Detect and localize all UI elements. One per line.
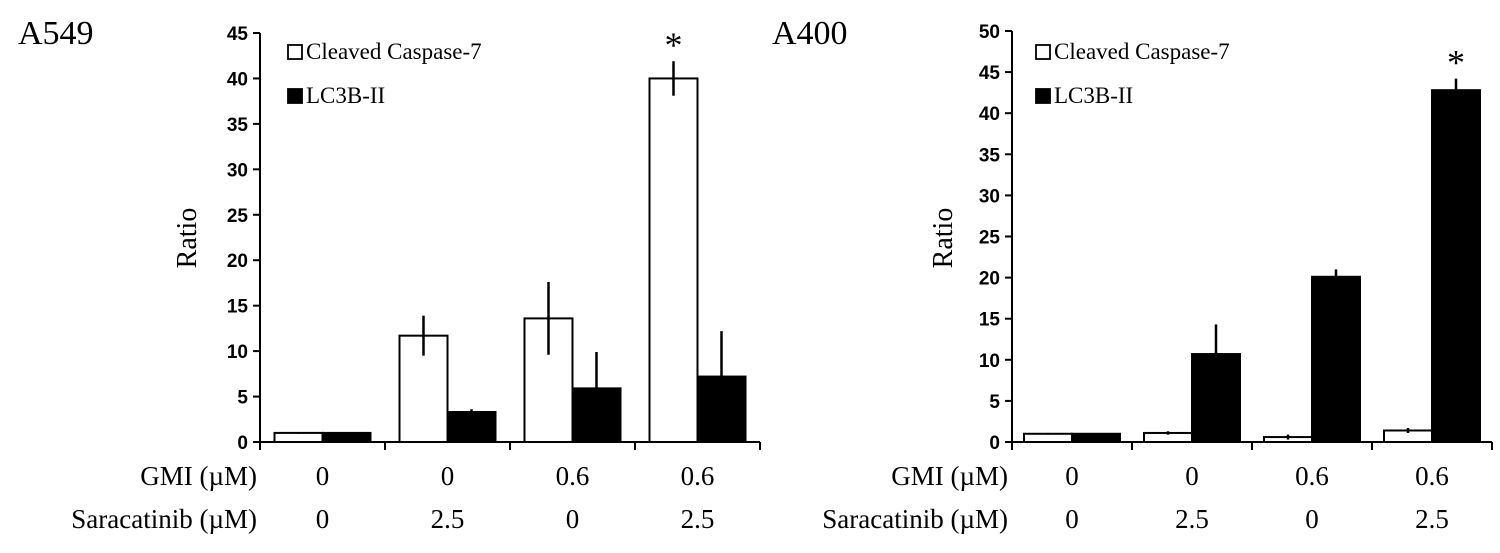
condition-label-saracatinib: 2.5 [681,504,715,534]
y-tick-label: 25 [227,206,249,227]
y-tick-label: 25 [979,228,1001,249]
condition-label-gmi: 0.6 [681,461,715,491]
row-label-saracatinib: Saracatinib (µM) [822,504,1008,534]
legend-label-caspase: Cleaved Caspase-7 [1054,39,1230,64]
condition-label-gmi: 0.6 [556,461,590,491]
y-tick-label: 15 [979,310,1001,331]
legend-swatch-caspase [1035,44,1051,60]
y-tick-label: 50 [979,22,1000,43]
bar-lc3b-ii [1311,275,1361,444]
condition-label-gmi: 0 [441,461,455,491]
legend-swatch-caspase [287,44,303,60]
y-tick-label: 10 [227,342,248,363]
legend-label-lc3b: LC3B-II [1054,83,1133,108]
y-tick-label: 35 [227,115,249,136]
legend-swatch-lc3b [287,88,303,104]
bar-lc3b-ii [321,431,372,443]
condition-label-saracatinib: 0 [316,504,330,534]
y-tick-label: 40 [227,69,248,90]
condition-label-gmi: 0.6 [1415,461,1449,491]
condition-label-saracatinib: 0 [1305,504,1319,534]
panel-label: A549 [18,15,94,52]
y-tick-label: 10 [979,351,1000,372]
y-tick-label: 0 [989,433,1000,454]
y-tick-label: 40 [979,104,1000,125]
y-tick-label: 5 [989,392,1000,413]
y-tick-label: 5 [237,388,248,409]
legend: Cleaved Caspase-7 LC3B-II [287,39,482,108]
legend-label-caspase: Cleaved Caspase-7 [306,39,482,64]
condition-label-gmi: 0 [316,461,330,491]
bar-caspase7 [648,77,699,443]
bar-caspase7 [1023,432,1073,443]
y-tick-label: 15 [227,297,249,318]
y-tick-label: 35 [979,145,1001,166]
legend-label-lc3b: LC3B-II [306,83,385,108]
y-axis-label: Ratio [928,208,959,269]
y-tick-label: 20 [979,269,1000,290]
y-axis-label: Ratio [172,208,203,269]
condition-label-saracatinib: 2.5 [1175,504,1209,534]
y-tick-label: 30 [979,186,1000,207]
condition-label-gmi: 0 [1065,461,1079,491]
y-tick-label: 45 [979,63,1001,84]
y-tick-label: 45 [227,24,249,45]
bar-caspase7 [523,317,574,443]
bar-lc3b-ii [1431,89,1481,444]
y-tick-label: 0 [237,433,248,454]
y-tick-label: 30 [227,160,248,181]
plot-area: 0 5 10 15 20 25 30 35 40 45 50 0 0 0 2.5 0.6 0 0.6 2.5 * [979,22,1493,534]
bar-lc3b-ii [446,411,497,443]
chart-panel-a400: A400 Ratio GMI (µM) Saracatinib (µM) Cle… [772,15,1493,534]
bar-lc3b-ii [1071,432,1121,443]
legend-swatch-lc3b [1035,88,1051,104]
significance-marker: * [665,25,683,65]
legend: Cleaved Caspase-7 LC3B-II [1035,39,1230,108]
chart-panel-a549: A549 Ratio GMI (µM) Saracatinib (µM) Cle… [18,15,761,534]
row-label-gmi: GMI (µM) [891,461,1008,491]
condition-label-saracatinib: 0 [1065,504,1079,534]
panel-label: A400 [772,15,848,52]
condition-label-gmi: 0 [1185,461,1199,491]
row-label-gmi: GMI (µM) [140,461,257,491]
condition-label-saracatinib: 0 [566,504,580,534]
row-label-saracatinib: Saracatinib (µM) [71,504,257,534]
significance-marker: * [1447,43,1465,83]
condition-label-saracatinib: 2.5 [431,504,465,534]
plot-area: 0 5 10 15 20 25 30 35 40 45 0 0 0 2.5 0.6 0 0.6 2.5 * [227,24,761,534]
condition-label-gmi: 0.6 [1295,461,1329,491]
y-tick-label: 20 [227,251,248,272]
condition-label-saracatinib: 2.5 [1415,504,1449,534]
bar-caspase7 [273,431,324,443]
